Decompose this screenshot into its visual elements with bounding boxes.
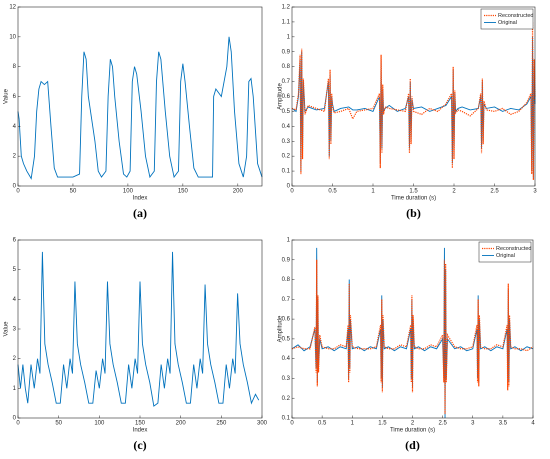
y-tick-label: 8 bbox=[13, 64, 17, 70]
y-tick-label: 1.1 bbox=[282, 19, 291, 25]
panel-label: (b) bbox=[406, 206, 421, 220]
y-tick-label: 0.9 bbox=[282, 49, 291, 55]
y-tick-label: 0.8 bbox=[282, 277, 291, 283]
legend-label: Reconstructed bbox=[496, 246, 531, 252]
y-tick-label: 6 bbox=[13, 238, 17, 244]
y-tick-label: 0.2 bbox=[282, 396, 291, 402]
legend-box bbox=[480, 8, 534, 30]
x-tick-label: 50 bbox=[70, 189, 77, 195]
y-tick-label: 2 bbox=[13, 356, 17, 362]
x-tick-label: 100 bbox=[123, 189, 134, 195]
y-tick-label: 0 bbox=[287, 184, 291, 190]
x-tick-label: 1 bbox=[351, 421, 355, 427]
legend-label: Reconstructed bbox=[498, 13, 533, 19]
x-tick-label: 2 bbox=[452, 189, 456, 195]
y-tick-label: 0.6 bbox=[282, 94, 291, 100]
x-tick-label: 3.5 bbox=[499, 421, 508, 427]
x-tick-label: 1 bbox=[371, 189, 375, 195]
x-tick-label: 200 bbox=[233, 189, 244, 195]
y-tick-label: 12 bbox=[9, 5, 16, 11]
plot-area bbox=[292, 7, 535, 186]
legend-box bbox=[478, 241, 532, 263]
y-tick-label: 1.2 bbox=[282, 5, 291, 11]
x-tick-label: 1.5 bbox=[409, 189, 418, 195]
x-tick-label: 4 bbox=[531, 421, 535, 427]
x-tick-label: 2 bbox=[411, 421, 415, 427]
panel-label: (a) bbox=[133, 206, 147, 220]
x-tick-label: 3 bbox=[533, 189, 537, 195]
y-tick-label: 3 bbox=[13, 327, 17, 333]
plot-area bbox=[18, 7, 262, 186]
y-tick-label: 10 bbox=[9, 34, 16, 40]
y-axis-label: Value bbox=[4, 321, 10, 337]
panel-label: (d) bbox=[405, 438, 420, 452]
data-line bbox=[291, 21, 536, 181]
y-tick-label: 4 bbox=[13, 297, 17, 303]
x-tick-label: 0 bbox=[290, 421, 294, 427]
y-tick-label: 0.4 bbox=[282, 124, 291, 130]
x-tick-label: 150 bbox=[135, 421, 146, 427]
y-tick-label: 0.2 bbox=[282, 154, 291, 160]
y-tick-label: 0.6 bbox=[282, 317, 291, 323]
y-tick-label: 4 bbox=[13, 124, 17, 130]
panel-label: (c) bbox=[133, 438, 146, 452]
plot-area bbox=[18, 240, 262, 418]
y-tick-label: 2 bbox=[13, 154, 17, 160]
y-axis-label: Amplitude bbox=[278, 83, 284, 110]
x-tick-label: 0.5 bbox=[328, 189, 337, 195]
x-tick-label: 250 bbox=[216, 421, 227, 427]
x-tick-label: 50 bbox=[55, 421, 62, 427]
x-tick-label: 0 bbox=[16, 189, 20, 195]
data-line bbox=[291, 259, 534, 415]
legend-label: Original bbox=[496, 253, 515, 259]
y-tick-label: 5 bbox=[13, 267, 17, 273]
y-tick-label: 0 bbox=[13, 416, 17, 422]
y-axis-label: Value bbox=[4, 88, 10, 104]
data-line bbox=[17, 251, 260, 407]
y-tick-label: 0.3 bbox=[282, 376, 291, 382]
y-tick-label: 0.7 bbox=[282, 79, 291, 85]
x-axis-label: Time duration (s) bbox=[390, 428, 435, 434]
data-line bbox=[17, 36, 263, 180]
x-tick-label: 0.5 bbox=[318, 421, 327, 427]
x-axis-label: Time duration (s) bbox=[391, 196, 436, 202]
y-tick-label: 1 bbox=[13, 386, 17, 392]
y-tick-label: 1 bbox=[287, 34, 291, 40]
x-tick-label: 150 bbox=[178, 189, 189, 195]
y-tick-label: 0.8 bbox=[282, 64, 291, 70]
y-tick-label: 0.4 bbox=[282, 356, 291, 362]
y-axis-label: Amplitude bbox=[278, 315, 284, 342]
y-tick-label: 0.9 bbox=[282, 257, 291, 263]
x-tick-label: 2.5 bbox=[490, 189, 499, 195]
x-tick-label: 3 bbox=[471, 421, 475, 427]
y-tick-label: 0.3 bbox=[282, 139, 291, 145]
x-tick-label: 2.5 bbox=[438, 421, 447, 427]
y-tick-label: 0.7 bbox=[282, 297, 291, 303]
y-tick-label: 0.5 bbox=[282, 336, 291, 342]
y-tick-label: 6 bbox=[13, 94, 17, 100]
y-tick-label: 0.5 bbox=[282, 109, 291, 115]
x-tick-label: 1.5 bbox=[378, 421, 387, 427]
y-tick-label: 1 bbox=[287, 238, 291, 244]
x-tick-label: 0 bbox=[16, 421, 20, 427]
x-tick-label: 200 bbox=[176, 421, 187, 427]
x-tick-label: 0 bbox=[290, 189, 294, 195]
x-axis-label: Index bbox=[133, 428, 148, 434]
y-tick-label: 0.1 bbox=[282, 416, 291, 422]
y-tick-label: 0 bbox=[13, 184, 17, 190]
x-tick-label: 100 bbox=[94, 421, 105, 427]
legend-label: Original bbox=[498, 20, 517, 26]
x-axis-label: Index bbox=[133, 196, 148, 202]
y-tick-label: 0.1 bbox=[282, 169, 291, 175]
x-tick-label: 300 bbox=[257, 421, 268, 427]
